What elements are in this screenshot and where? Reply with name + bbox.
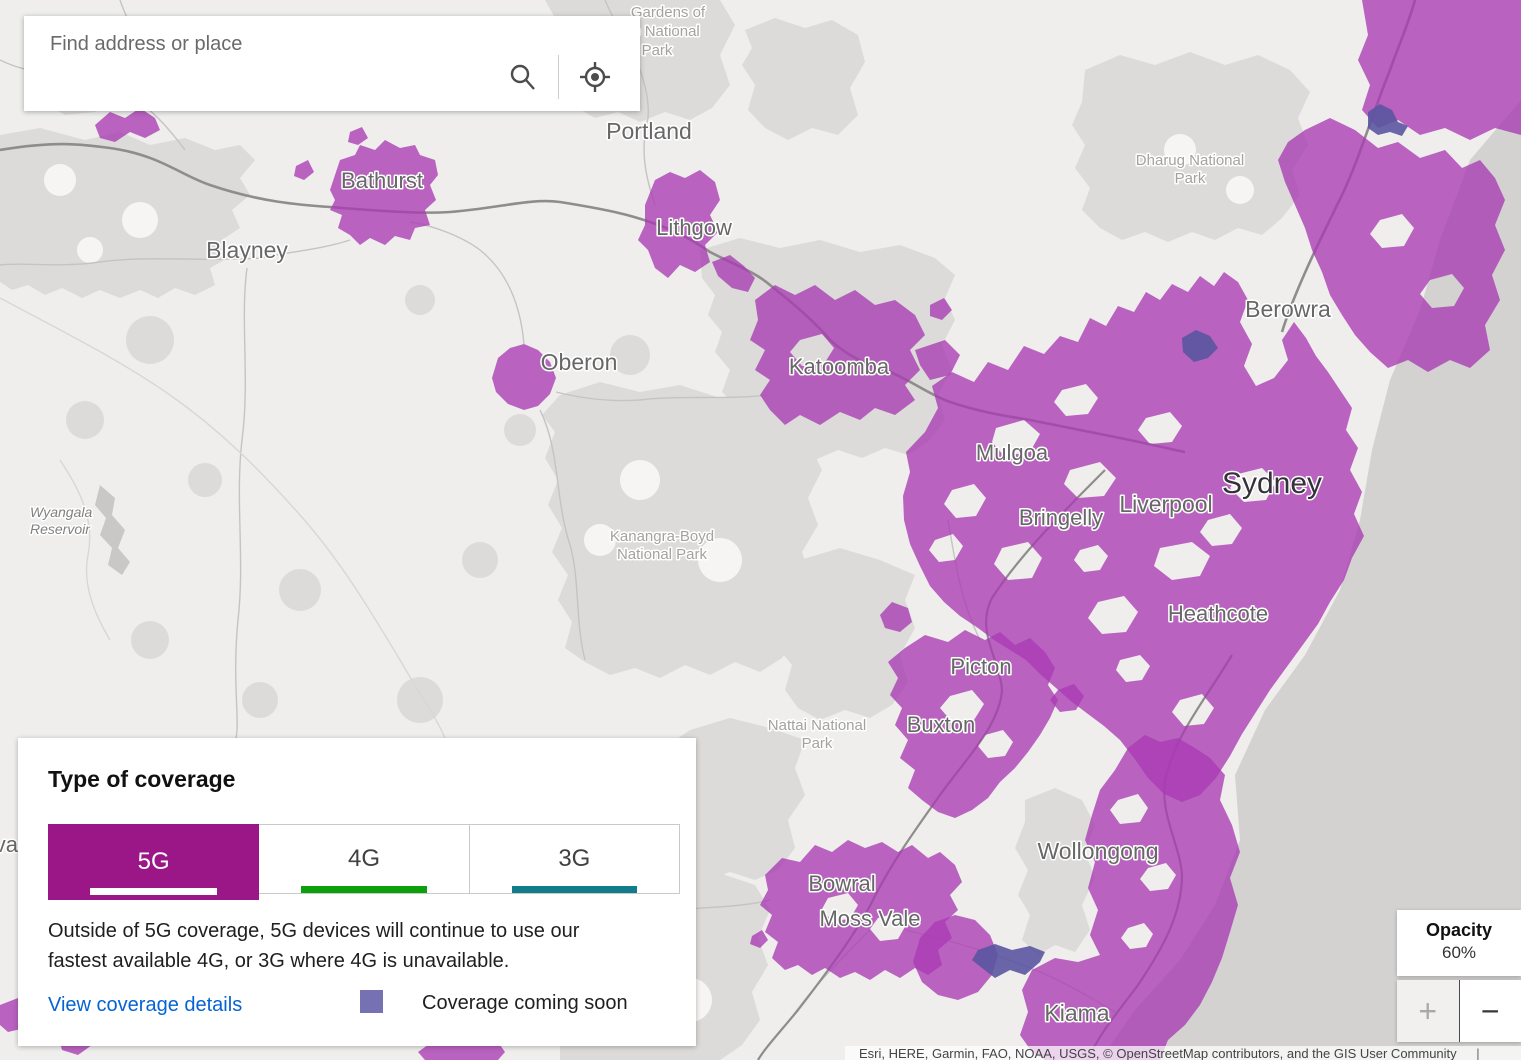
map-attribution: Esri, HERE, Garmin, FAO, NOAA, USGS, © O… [845,1046,1521,1060]
map-label: Bringelly [1019,505,1103,530]
map-label: Bowral [808,871,875,896]
tab-indicator [90,888,218,895]
tab-label: 3G [558,845,591,872]
opacity-decrease-button[interactable]: − [1459,980,1521,1042]
tab-label: 4G [347,845,380,872]
map-label: Bathurst [341,168,423,193]
map-label: Heathcote [1168,601,1268,626]
map-label: Blayney [206,237,288,263]
search-input[interactable] [48,32,472,57]
opacity-value: 60% [1441,943,1477,962]
tab-indicator [511,886,638,893]
map-label: Mulgoa [976,440,1049,465]
map-label: Kanangra-Boyd [610,528,714,545]
search-divider [558,55,559,99]
map-label: Oberon [541,349,618,375]
wyangala-water [95,485,130,575]
map-label: Gardens of [631,4,706,21]
map-labels: Gardens of e National Park Portland Bathurst… [0,3,1333,1028]
view-coverage-details-link[interactable]: View coverage details [48,994,243,1016]
opacity-title: Opacity [1425,920,1493,940]
opacity-buttons-divider [1458,980,1460,1042]
coming-soon-label: Coverage coming soon [422,992,628,1014]
map-label: Park [802,735,833,752]
map-label: Wyangala [30,504,92,520]
locate-icon[interactable] [576,58,614,96]
map-label: Picton [950,654,1011,679]
coverage-description: Outside of 5G coverage, 5G devices will … [48,920,580,972]
opacity-buttons: + − [1397,980,1521,1042]
map-label: Liverpool [1119,491,1212,517]
map-label: e National [632,23,700,40]
tab-5g[interactable]: 5G [48,824,260,900]
map-label: Kiama [1044,1000,1109,1026]
coming-soon-swatch [360,990,383,1013]
map-label: Park [1175,170,1206,187]
map-label: Dharug National [1136,152,1244,169]
map-label: Sydney [1222,467,1322,500]
search-icon[interactable] [503,58,541,96]
tab-4g[interactable]: 4G [259,825,470,893]
map-label: Portland [606,118,692,144]
opacity-increase-button[interactable]: + [1397,980,1459,1042]
map-label: Lithgow [656,215,732,240]
coverage-coming-soon-layer [972,104,1408,978]
map-label: Reservoir [30,521,91,537]
coverage-tab-bar: 5G 4G 3G [48,824,680,900]
panel-title: Type of coverage [48,766,236,792]
coverage-type-panel: Type of coverage 5G 4G 3G Outside of 5G co… [18,738,696,1046]
map-label: Nattai National [768,717,866,734]
tab-3g[interactable]: 3G [469,825,679,893]
opacity-panel: Opacity 60% [1397,910,1521,976]
map-label: Moss Vale [819,906,920,931]
attribution-text: Esri, HERE, Garmin, FAO, NOAA, USGS, © O… [859,1046,1457,1060]
attribution-divider: | [1476,1046,1480,1060]
map-label: va [0,832,19,857]
map-label: Berowra [1245,296,1331,322]
map-label: Park [642,42,673,59]
map-label: Buxton [907,712,976,737]
map-label: Wollongong [1037,838,1158,864]
tab-label: 5G [137,848,170,875]
tab-indicator [301,886,427,893]
search-box [24,16,640,111]
map-label: National Park [617,546,708,563]
map-label: Katoomba [789,354,890,379]
